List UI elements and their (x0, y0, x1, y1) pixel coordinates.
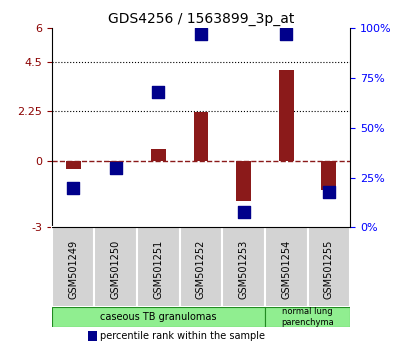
FancyBboxPatch shape (265, 307, 350, 326)
Bar (66, 161, 80, 169)
Text: GSM501252: GSM501252 (196, 239, 206, 299)
Text: transformed count: transformed count (100, 315, 190, 325)
Text: cell type: cell type (55, 308, 102, 318)
Title: GDS4256 / 1563899_3p_at: GDS4256 / 1563899_3p_at (108, 12, 294, 26)
FancyBboxPatch shape (308, 227, 350, 307)
Point (283, 32, 289, 37)
Bar (322, 161, 336, 190)
FancyBboxPatch shape (52, 227, 94, 307)
Bar (88, 331, 96, 341)
Bar (236, 161, 251, 201)
Bar (88, 315, 96, 325)
Text: GSM501253: GSM501253 (239, 239, 249, 299)
Text: normal lung
parenchyma: normal lung parenchyma (281, 307, 334, 326)
Point (113, 165, 119, 171)
FancyBboxPatch shape (179, 227, 222, 307)
Point (326, 189, 332, 194)
Text: GSM501251: GSM501251 (153, 239, 163, 299)
FancyBboxPatch shape (52, 307, 265, 326)
Text: caseous TB granulomas: caseous TB granulomas (100, 312, 217, 322)
Bar (151, 149, 166, 161)
Bar (279, 70, 294, 161)
FancyBboxPatch shape (137, 227, 179, 307)
Point (155, 89, 162, 95)
Text: percentile rank within the sample: percentile rank within the sample (100, 331, 265, 341)
Bar (108, 161, 123, 162)
Bar (193, 113, 209, 161)
Text: GSM501255: GSM501255 (324, 239, 334, 299)
Point (70, 185, 76, 190)
FancyBboxPatch shape (265, 227, 308, 307)
FancyBboxPatch shape (222, 227, 265, 307)
FancyBboxPatch shape (94, 227, 137, 307)
Point (198, 32, 204, 37)
Text: GSM501254: GSM501254 (281, 239, 291, 299)
Text: GSM501249: GSM501249 (68, 239, 78, 298)
Text: GSM501250: GSM501250 (111, 239, 121, 299)
Point (240, 209, 247, 214)
